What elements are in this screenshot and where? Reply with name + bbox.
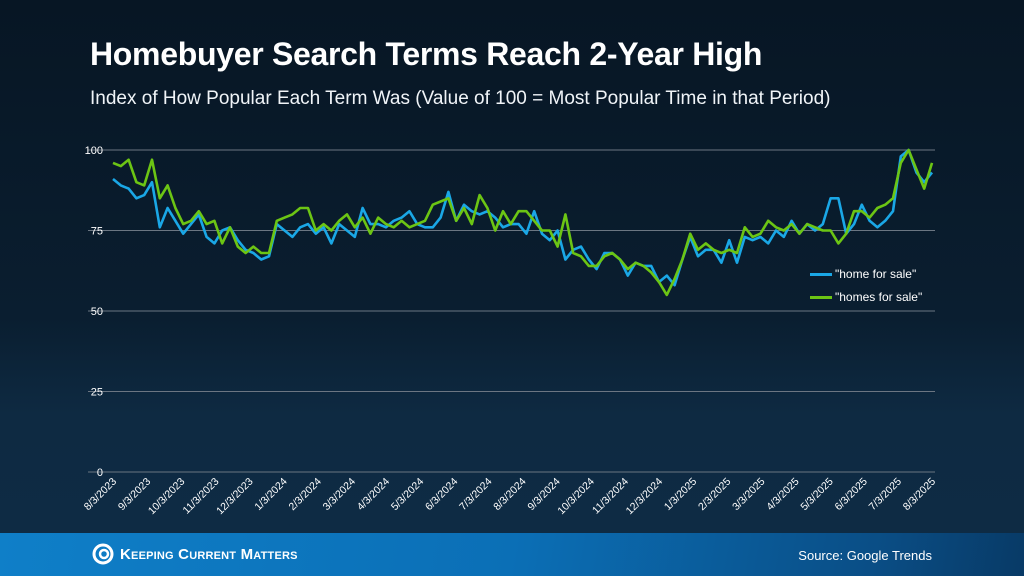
x-tick-label: 1/3/2025 [662, 476, 699, 513]
source-note: Source: Google Trends [798, 548, 932, 563]
series-line-home-for-sale [112, 148, 934, 287]
x-tick-label: 4/3/2024 [355, 476, 392, 513]
brand-logo: Keeping Current Matters [92, 543, 298, 565]
y-tick-label: 25 [91, 387, 103, 399]
y-tick-label: 50 [91, 306, 103, 318]
x-tick-label: 12/3/2023 [214, 476, 256, 518]
series-line-homes-for-sale [112, 148, 934, 297]
legend-label: "home for sale" [835, 267, 917, 281]
x-tick-label: 1/3/2024 [252, 476, 289, 513]
x-tick-label: 4/3/2025 [764, 476, 801, 513]
x-tick-label: 5/3/2025 [798, 476, 835, 513]
x-tick-label: 2/3/2025 [696, 476, 733, 513]
x-tick-label: 8/3/2024 [491, 476, 528, 513]
legend-swatch [810, 272, 832, 276]
x-tick-label: 6/3/2024 [423, 476, 460, 513]
x-tick-label: 7/3/2025 [867, 476, 904, 513]
x-tick-label: 10/3/2024 [555, 476, 597, 518]
x-tick-label: 2/3/2024 [286, 476, 323, 513]
y-tick-label: 0 [97, 467, 103, 479]
chart-title: Homebuyer Search Terms Reach 2-Year High [90, 36, 763, 72]
x-tick-label: 3/3/2024 [321, 476, 358, 513]
x-tick-label: 6/3/2025 [832, 476, 869, 513]
legend-swatch [810, 295, 832, 299]
kcm-swirl-logo-icon [92, 543, 114, 565]
y-tick-label: 100 [85, 145, 103, 157]
footer-bar: Keeping Current Matters Source: Google T… [0, 533, 1024, 576]
x-tick-label: 3/3/2025 [730, 476, 767, 513]
x-tick-label: 5/3/2024 [389, 476, 426, 513]
brand-name: Keeping Current Matters [120, 545, 298, 563]
x-tick-label: 8/3/2025 [901, 476, 938, 513]
legend-item-home-for-sale: "home for sale" [810, 267, 916, 281]
legend-label: "homes for sale" [835, 290, 923, 304]
x-tick-label: 12/3/2024 [624, 476, 666, 518]
line-chart: 02550751008/3/20239/3/202310/3/202311/3/… [82, 145, 938, 518]
x-tick-label: 10/3/2023 [146, 476, 188, 518]
legend-item-homes-for-sale: "homes for sale" [810, 290, 922, 304]
x-tick-label: 7/3/2024 [457, 476, 494, 513]
chart-subtitle: Index of How Popular Each Term Was (Valu… [90, 88, 831, 109]
x-tick-label: 8/3/2023 [82, 476, 119, 513]
y-tick-label: 75 [91, 226, 103, 238]
